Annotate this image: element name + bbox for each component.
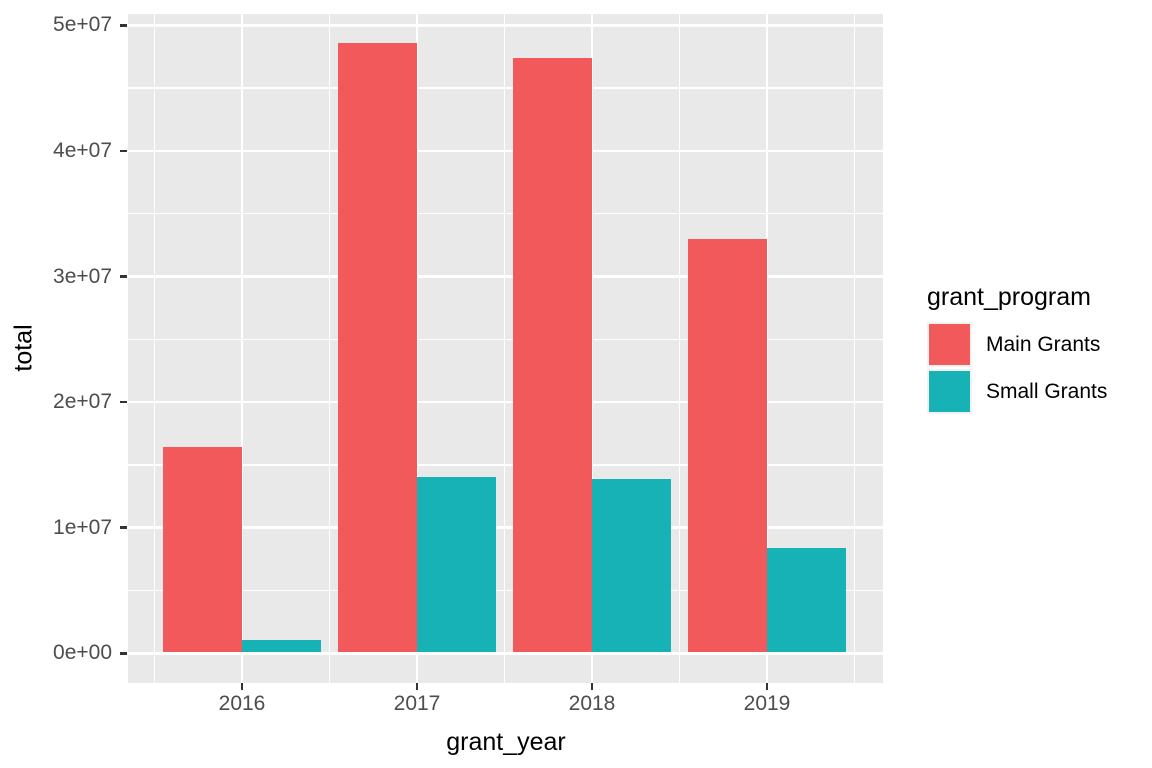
y-tick-mark <box>120 652 127 655</box>
x-tick-label: 2017 <box>393 692 441 715</box>
x-tick-label: 2018 <box>568 692 616 715</box>
x-tick-mark <box>415 683 419 690</box>
gridline-major-v <box>415 14 419 683</box>
legend-item-label: Main Grants <box>986 332 1101 356</box>
bar-main-grants-2019 <box>688 238 767 652</box>
legend-items: Main Grants Small Grants <box>927 322 1107 414</box>
legend-item-main-grants: Main Grants <box>927 322 1100 367</box>
legend: grant_program Main Grants Small Grants <box>927 283 1107 416</box>
x-tick-mark <box>590 683 594 690</box>
gridline-minor-h <box>128 338 883 340</box>
gridline-minor-h <box>128 589 883 592</box>
gridline-minor-h <box>128 213 883 215</box>
y-tick-label: 3e+07 <box>53 264 112 288</box>
legend-item-label: Small Grants <box>986 379 1108 403</box>
y-tick-mark <box>120 400 127 404</box>
x-tick-mark <box>240 683 244 690</box>
bar-main-grants-2016 <box>163 447 242 652</box>
gridline-minor-v <box>328 14 331 683</box>
legend-item-small-grants: Small Grants <box>927 369 1107 414</box>
gridline-minor-v <box>678 14 681 683</box>
gridline-major-h <box>128 275 883 278</box>
y-tick-label: 4e+07 <box>53 138 112 162</box>
plot-panel <box>128 14 883 683</box>
bar-small-grants-2019 <box>767 547 846 652</box>
y-tick-mark <box>120 24 127 27</box>
bar-main-grants-2017 <box>338 42 417 652</box>
y-axis-title: total <box>9 324 38 372</box>
x-tick-mark <box>765 683 769 690</box>
gridline-minor-v <box>853 14 856 683</box>
gridline-minor-v <box>503 14 506 683</box>
y-tick-label: 0e+00 <box>53 641 112 665</box>
gridline-major-h <box>128 149 883 153</box>
gridline-major-h <box>128 652 883 655</box>
legend-key <box>927 369 972 414</box>
gridline-major-h <box>128 400 883 404</box>
bar-main-grants-2018 <box>513 57 592 652</box>
legend-key <box>927 322 972 367</box>
y-tick-mark <box>120 526 127 529</box>
legend-title: grant_program <box>927 283 1091 311</box>
gridline-major-v <box>590 14 594 683</box>
gridline-minor-v <box>153 14 156 683</box>
x-tick-label: 2019 <box>743 692 791 715</box>
y-tick-label: 1e+07 <box>53 515 112 539</box>
gridline-minor-h <box>128 87 883 89</box>
y-tick-label: 2e+07 <box>53 390 112 414</box>
bar-small-grants-2018 <box>592 478 671 652</box>
y-tick-mark <box>120 149 127 153</box>
gridline-minor-h <box>128 464 883 466</box>
bar-small-grants-2017 <box>417 477 496 652</box>
x-tick-label: 2016 <box>218 692 266 715</box>
legend-swatch-icon <box>929 324 970 365</box>
y-tick-label: 5e+07 <box>53 13 112 37</box>
gridline-major-v <box>765 14 769 683</box>
legend-swatch-icon <box>929 371 970 412</box>
x-axis-title: grant_year <box>446 728 566 756</box>
gridline-major-h <box>128 526 883 529</box>
y-tick-mark <box>120 275 127 278</box>
bar-small-grants-2016 <box>242 639 321 652</box>
gridline-major-h <box>128 24 883 27</box>
gridline-major-v <box>240 14 244 683</box>
